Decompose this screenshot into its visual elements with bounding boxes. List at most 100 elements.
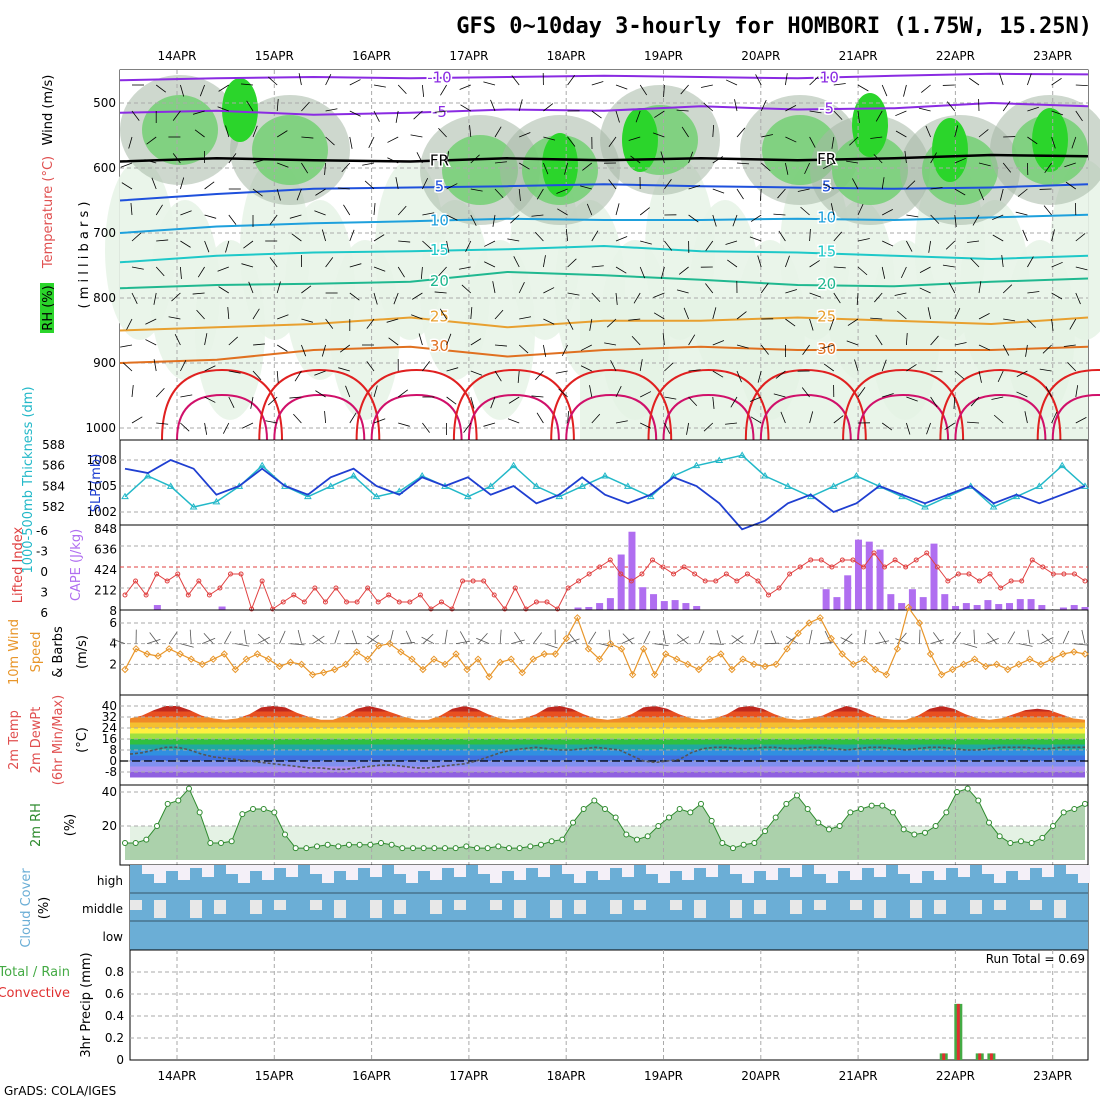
- wind-barb: [1040, 636, 1054, 645]
- li-point: [502, 606, 508, 612]
- temp-band: [130, 728, 1085, 734]
- wind-barb: [204, 240, 210, 253]
- li-point: [544, 599, 550, 605]
- wind-speed-point: [330, 665, 339, 674]
- wind-barb: [930, 335, 939, 346]
- wind-barb: [829, 318, 835, 331]
- cape-tick: 424: [94, 563, 117, 577]
- wind-tick: 4: [109, 637, 117, 651]
- mid-cloud-gap: [430, 900, 442, 914]
- cape-bar: [876, 549, 884, 610]
- cape-bar: [962, 603, 970, 610]
- wind-barb: [900, 266, 907, 279]
- wind-barb: [561, 344, 568, 356]
- rh2m-panel: 40 20 2m RH (%): [29, 784, 1089, 866]
- wind-barb: [314, 210, 326, 216]
- rh-point: [196, 809, 203, 816]
- date-tick-top: 19APR: [644, 49, 683, 63]
- li-point: [1061, 571, 1067, 577]
- precip-conv-bar: [942, 1053, 946, 1060]
- wind-barb: [732, 214, 738, 227]
- wind-barb: [337, 187, 350, 190]
- wind-barb: [470, 307, 473, 320]
- wind-barb: [349, 136, 353, 149]
- hot-contour: [744, 368, 867, 441]
- rh-point: [484, 845, 491, 852]
- wind-barb: [615, 236, 628, 242]
- wind-barb: [688, 185, 701, 190]
- rh-point: [772, 814, 779, 821]
- mid-cloud-gap: [814, 900, 826, 910]
- wind-barb: [589, 318, 593, 331]
- wind-barb: [775, 370, 786, 379]
- high-cloud-gap: [502, 865, 514, 871]
- rh-point: [516, 845, 523, 852]
- isotherm-label: 25: [817, 308, 836, 326]
- thickness-tick: 586: [42, 459, 65, 473]
- high-cloud-gap: [838, 865, 850, 871]
- wind-barb: [334, 630, 340, 644]
- thickness-point: [692, 461, 701, 469]
- date-tick-bottom: 20APR: [741, 1069, 780, 1083]
- wind-speed-point: [529, 655, 537, 663]
- high-cloud-gap: [598, 865, 610, 880]
- dewpoint-line: [129, 746, 1085, 771]
- wind-barb: [1051, 318, 1054, 331]
- wind-barb: [507, 238, 520, 242]
- mid-cloud-gap: [850, 900, 862, 910]
- wind-barb: [978, 344, 991, 351]
- wind-barb: [999, 188, 1004, 201]
- wind-barb: [301, 285, 312, 294]
- wind-barb: [265, 420, 278, 424]
- li-point: [607, 557, 613, 563]
- wind-barb: [703, 422, 714, 432]
- wind-barb: [652, 132, 665, 138]
- wind-barb: [484, 240, 496, 247]
- wind-barb: [808, 629, 813, 644]
- mid-cloud-gap: [910, 900, 922, 918]
- high-cloud-gap: [226, 865, 238, 874]
- thickness-point: [783, 482, 792, 489]
- wind-barb: [301, 318, 314, 323]
- wind-barb: [511, 75, 520, 86]
- high-cloud-gap: [790, 865, 802, 877]
- wind-barb: [963, 643, 978, 648]
- wind-label-2: Speed: [29, 632, 44, 673]
- li-point: [787, 571, 793, 577]
- hot-contour: [258, 368, 381, 441]
- wind-barb: [1027, 136, 1038, 145]
- rh-point: [452, 845, 459, 852]
- wind-speed-point: [639, 645, 648, 653]
- wind-barb: [131, 385, 134, 398]
- wind-barb: [470, 338, 482, 346]
- wind-barb: [421, 636, 435, 645]
- wind-barb: [945, 240, 956, 250]
- wind-speed-point: [452, 650, 460, 658]
- wind-barb: [930, 639, 945, 645]
- wind-barb: [228, 214, 237, 225]
- high-cloud-gap: [1030, 865, 1042, 868]
- wind-barb: [223, 631, 232, 644]
- wind-speed-point: [154, 652, 162, 660]
- isotherm--5: [119, 101, 1089, 116]
- isotherm-15: [119, 244, 1089, 264]
- wind-barb: [926, 422, 931, 435]
- wind-barb: [712, 156, 724, 164]
- wind-speed-point: [430, 655, 438, 663]
- temp-band: [130, 755, 1085, 761]
- wind-barb: [276, 188, 281, 201]
- li-tick: 3: [40, 586, 48, 600]
- hot-contour: [467, 393, 560, 441]
- thickness-tick: 584: [42, 479, 65, 493]
- high-cloud-gap: [478, 865, 490, 874]
- wind-barb: [991, 214, 1004, 221]
- isotherm-label: 20: [430, 272, 449, 290]
- wind-barb: [172, 110, 181, 121]
- wind-barb: [398, 422, 410, 427]
- wind-barb: [1027, 318, 1037, 328]
- rh-point: [154, 823, 160, 829]
- wind-barb: [349, 79, 361, 86]
- wind-barb: [1065, 181, 1077, 190]
- cape-axis-label: CAPE (J/kg): [69, 529, 84, 601]
- cape-bar: [660, 601, 668, 610]
